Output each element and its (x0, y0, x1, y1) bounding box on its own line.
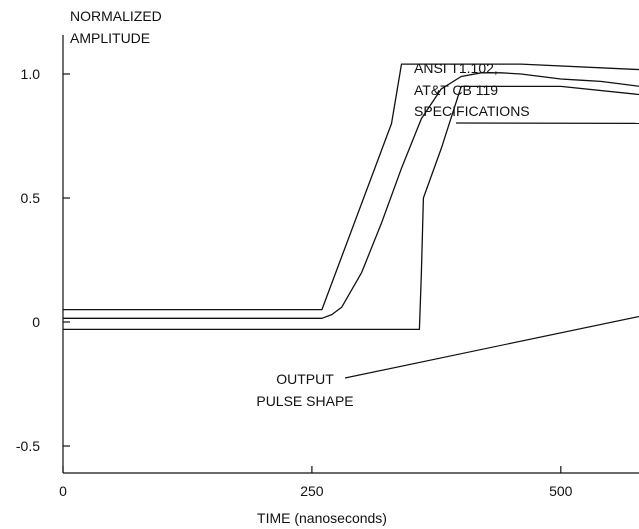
y-tick-label-1: 0.5 (21, 190, 41, 206)
annotation-output-line-1: OUTPUT (276, 371, 334, 387)
axis-ticks: 025050075010001.00.50-0.5 (16, 66, 573, 499)
x-tick-label-2: 500 (549, 483, 573, 499)
y-axis-title-line-1: NORMALIZED (70, 8, 162, 24)
annotation-spec-line-3: SPECIFICATIONS (414, 103, 530, 119)
annotation-output-arrow (344, 315, 639, 379)
y-tick-label-0: 1.0 (21, 66, 41, 82)
annotation-spec-line-1: ANSI T1.102, (414, 60, 498, 76)
series-upper-mask (63, 63, 639, 311)
annotation-spec: ANSI T1.102, AT&T CB 119 SPECIFICATIONS (414, 60, 639, 124)
series-lower-mask (63, 85, 639, 331)
y-axis-title-line-2: AMPLITUDE (70, 30, 150, 46)
annotation-output: OUTPUT PULSE SHAPE (256, 315, 639, 409)
y-tick-label-3: -0.5 (16, 438, 40, 454)
series-output-pulse (63, 72, 639, 319)
x-tick-label-1: 250 (300, 483, 324, 499)
x-axis-title: TIME (nanoseconds) (257, 510, 387, 526)
x-tick-label-0: 0 (59, 483, 67, 499)
y-tick-label-2: 0 (32, 314, 40, 330)
annotation-spec-line-2: AT&T CB 119 (414, 82, 498, 98)
annotation-spec-arrow (455, 122, 639, 124)
series-layer (63, 63, 639, 331)
annotation-output-line-2: PULSE SHAPE (256, 393, 353, 409)
